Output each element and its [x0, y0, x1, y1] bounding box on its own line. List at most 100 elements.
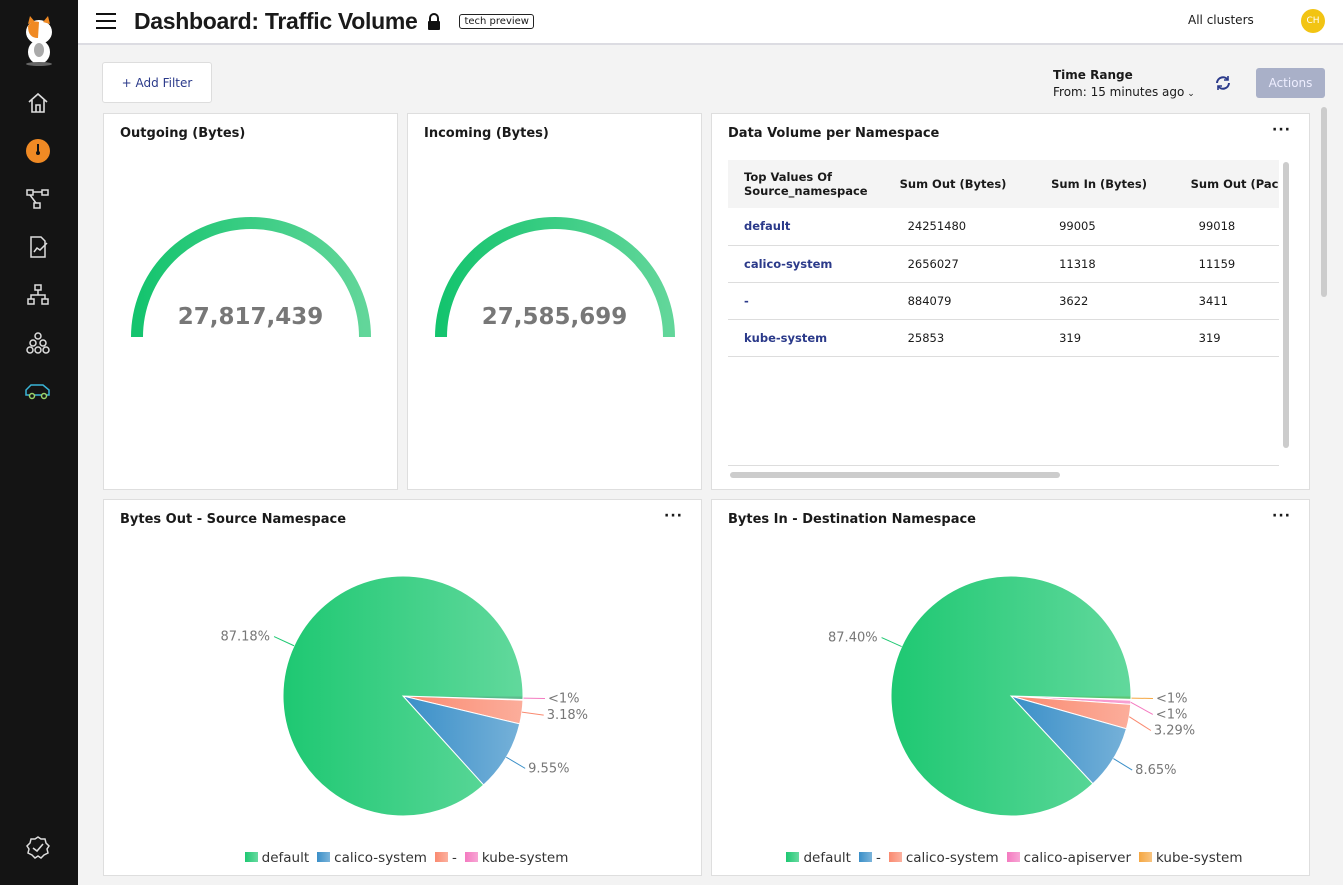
- pie-label-line: [521, 711, 544, 716]
- pie-legend: default - calico-system calico-apiserver kub…: [712, 850, 1309, 866]
- panel-menu-icon[interactable]: ···: [1272, 508, 1291, 524]
- pie-label-line: [505, 756, 526, 769]
- legend-item[interactable]: -: [851, 850, 881, 866]
- legend-swatch: [317, 852, 331, 862]
- table-cell: 319: [1174, 319, 1279, 357]
- legend-item[interactable]: calico-apiserver: [999, 850, 1131, 866]
- time-range-label: Time Range: [1053, 68, 1133, 82]
- legend-item[interactable]: calico-system: [881, 850, 999, 866]
- compliance-check-icon[interactable]: [24, 834, 52, 862]
- chevron-down-icon: ⌄: [1184, 89, 1195, 99]
- legend-item[interactable]: kube-system: [1131, 850, 1243, 866]
- gauge-value: 27,817,439: [177, 304, 324, 330]
- namespace-table: Top Values Of Source_namespace Sum Out (…: [728, 160, 1279, 357]
- page-title: Dashboard: Traffic Volume: [134, 7, 418, 34]
- legend-swatch: [1139, 852, 1152, 862]
- table-row: kube-system 25853 319 319: [728, 319, 1279, 357]
- table-cell: 99018: [1174, 208, 1279, 246]
- panel-menu-icon[interactable]: ···: [664, 508, 683, 524]
- column-header[interactable]: Sum Out (Packet: [1174, 160, 1279, 208]
- legend-item[interactable]: default: [778, 850, 851, 866]
- pie-slice-default[interactable]: [890, 575, 1132, 817]
- pie-label-line: [1113, 758, 1133, 771]
- panel-title: Incoming (Bytes): [424, 126, 549, 141]
- pie-chart: <1% 3.18% 9.55% 87.18%: [220, 575, 588, 817]
- legend-label: calico-system: [334, 850, 427, 866]
- menu-hamburger-icon[interactable]: [96, 13, 116, 29]
- namespace-link[interactable]: -: [728, 282, 884, 320]
- table-cell: 884079: [883, 282, 1036, 320]
- network-icon[interactable]: [24, 281, 52, 309]
- pie-label-line: [881, 637, 902, 648]
- namespace-link[interactable]: default: [728, 208, 884, 246]
- pie-data-label: <1%: [1156, 691, 1188, 706]
- table-vertical-scrollbar[interactable]: [1281, 160, 1291, 466]
- add-filter-button[interactable]: + Add Filter: [102, 62, 212, 103]
- data-volume-panel: Data Volume per Namespace ··· Top Values…: [711, 113, 1310, 490]
- table-cell: 25853: [883, 319, 1036, 357]
- table-cell: 319: [1035, 319, 1175, 357]
- column-header[interactable]: Top Values Of Source_namespace: [728, 160, 884, 208]
- legend-label: default: [261, 850, 310, 866]
- legend-item[interactable]: kube-system: [457, 850, 569, 866]
- pie-data-label: 3.29%: [1154, 723, 1195, 738]
- table-scroll-area: Top Values Of Source_namespace Sum Out (…: [728, 160, 1279, 466]
- avatar[interactable]: CH: [1301, 9, 1325, 33]
- pie-panel-bytes-in: Bytes In - Destination Namespace ··· <1%…: [711, 499, 1310, 876]
- legend-item[interactable]: default: [237, 850, 310, 866]
- pie-data-label: <1%: [1156, 707, 1188, 722]
- pie-label-line: [1130, 701, 1154, 715]
- panel-menu-icon[interactable]: ···: [1272, 122, 1291, 138]
- table-cell: 3622: [1035, 282, 1175, 320]
- legend-label: kube-system: [481, 850, 569, 866]
- namespace-link[interactable]: calico-system: [728, 245, 884, 283]
- endpoints-icon[interactable]: [24, 329, 52, 357]
- title-row: Dashboard: Traffic Volume tech preview: [134, 0, 534, 42]
- pie-slice-default[interactable]: [282, 575, 524, 817]
- pie-data-label: 87.18%: [220, 630, 270, 645]
- column-header[interactable]: Sum In (Bytes): [1035, 160, 1175, 208]
- actions-button[interactable]: Actions: [1256, 68, 1325, 98]
- logo-cat-icon: [20, 14, 58, 66]
- tech-preview-badge: tech preview: [459, 13, 534, 29]
- panel-title: Bytes In - Destination Namespace: [728, 512, 976, 527]
- table-horizontal-scrollbar[interactable]: [728, 470, 1279, 480]
- table-row: -884079 3622 3411: [728, 282, 1279, 320]
- gauge-panel-incoming: Incoming (Bytes) 27,585,699: [407, 113, 702, 490]
- legend-item[interactable]: -: [427, 850, 457, 866]
- lock-icon: [427, 12, 441, 30]
- dashboard-icon[interactable]: [24, 137, 52, 165]
- table-cell: 2656027: [883, 245, 1036, 283]
- pie-data-label: 9.55%: [528, 761, 569, 776]
- legend-label: -: [451, 850, 457, 866]
- pie-label-line: [1128, 716, 1152, 731]
- cluster-selector[interactable]: All clusters: [1188, 13, 1254, 27]
- table-cell: 24251480: [883, 208, 1036, 246]
- top-header: Dashboard: Traffic Volume tech preview A…: [78, 0, 1343, 45]
- namespace-link[interactable]: kube-system: [728, 319, 884, 357]
- panel-title: Outgoing (Bytes): [120, 126, 246, 141]
- legend-label: -: [875, 850, 881, 866]
- legend-swatch: [888, 852, 902, 862]
- time-range-value: From: 15 minutes ago: [1053, 85, 1185, 99]
- legend-label: default: [803, 850, 851, 866]
- legend-label: kube-system: [1156, 850, 1243, 866]
- policies-icon[interactable]: [24, 233, 52, 261]
- pie-data-label: <1%: [548, 691, 580, 706]
- pie-chart: <1%<1%3.29%8.65%87.40%: [828, 575, 1195, 817]
- page-scrollbar[interactable]: [1319, 105, 1329, 885]
- pie-data-label: 87.40%: [828, 631, 878, 646]
- service-graph-icon[interactable]: [24, 185, 52, 213]
- legend-swatch: [1006, 852, 1020, 862]
- legend-item[interactable]: calico-system: [309, 850, 427, 866]
- traffic-car-icon[interactable]: [24, 377, 52, 405]
- home-icon[interactable]: [24, 89, 52, 117]
- column-header[interactable]: Sum Out (Bytes): [883, 160, 1036, 208]
- time-range-dropdown[interactable]: From: 15 minutes ago ⌄: [1053, 85, 1195, 99]
- gauge-panel-outgoing: Outgoing (Bytes) 27,817,439: [103, 113, 398, 490]
- legend-label: calico-system: [905, 850, 999, 866]
- sidebar: [0, 0, 78, 885]
- table-cell: 11159: [1174, 245, 1279, 283]
- legend-swatch: [434, 852, 448, 862]
- refresh-icon[interactable]: [1214, 74, 1232, 96]
